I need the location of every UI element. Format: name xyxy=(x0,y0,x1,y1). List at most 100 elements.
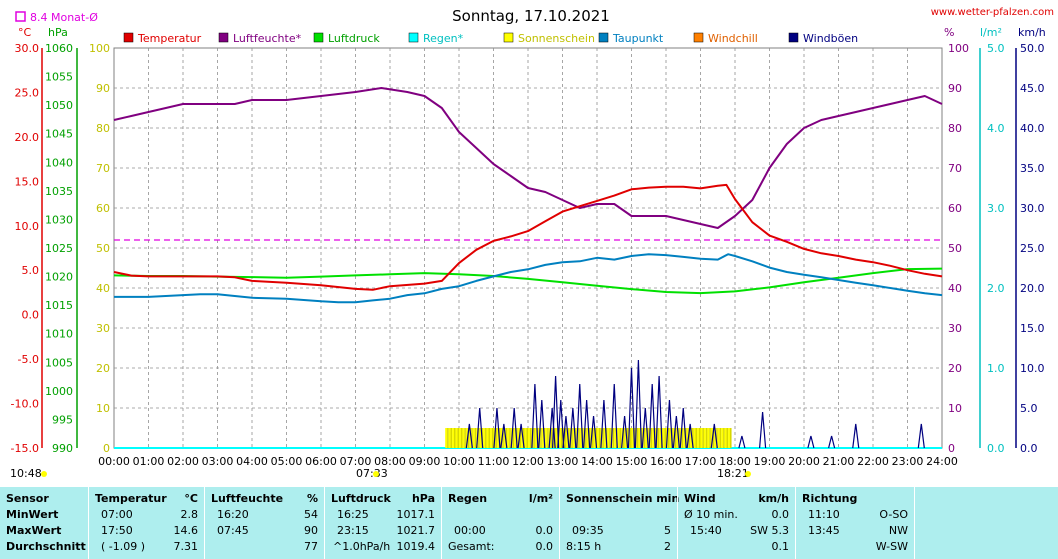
legend-swatch xyxy=(218,32,229,43)
pressure-tick-label: 1015 xyxy=(45,299,73,312)
legend-swatch xyxy=(598,32,609,43)
website-link[interactable]: www.wetter-pfalzen.com xyxy=(931,7,1054,18)
row-label-avg: Durchschnitt xyxy=(6,540,86,553)
sunshine-bar xyxy=(714,428,717,448)
wind-gust-spike xyxy=(672,415,680,449)
pressure-tick-label: 1055 xyxy=(45,71,73,84)
rain-unit-label: l/m² xyxy=(980,26,1002,39)
wind-gust-spike xyxy=(634,359,642,449)
legend-swatch xyxy=(788,32,799,43)
sunshine-bar xyxy=(472,428,475,448)
pressure-tick-label: 1045 xyxy=(45,128,73,141)
sunshine-bar-shade xyxy=(623,428,625,448)
sunshine-bar-shade xyxy=(474,428,477,448)
sunshine-bar xyxy=(697,428,699,448)
sunshine-bar xyxy=(528,428,530,448)
wind-gust-spike xyxy=(583,399,591,449)
sun-tick-label: 30 xyxy=(96,322,110,335)
sunshine-bar xyxy=(724,428,727,448)
sun-tick-label: 0 xyxy=(103,442,110,455)
wind-tick-label: 20.0 xyxy=(1020,282,1045,295)
sunshine-bar-shade xyxy=(678,428,680,448)
wind-gust-spike xyxy=(610,383,618,449)
temp-tick-label: 5.0 xyxy=(22,264,40,277)
rain-total-value: 0.0 xyxy=(535,540,554,553)
sunshine-bar xyxy=(565,428,568,448)
wind-gust-spike xyxy=(576,383,584,449)
sun-tick-label: 50 xyxy=(96,242,110,255)
sunshine-bar xyxy=(586,428,589,448)
legend-label: Windchill xyxy=(708,32,758,45)
sunset-icon xyxy=(745,471,751,477)
sunshine-bar xyxy=(459,428,461,448)
wind-tick-label: 25.0 xyxy=(1020,242,1045,255)
sunshine-bar xyxy=(579,428,582,448)
legend: Temperatur Luftfeuchte* Luftdruck Regen* Son… xyxy=(123,32,858,45)
x-tick-label: 00:00 xyxy=(98,455,130,468)
humidity-tick-label: 20 xyxy=(948,362,962,375)
sunshine-bar xyxy=(662,428,665,448)
sunshine-bar xyxy=(572,428,575,448)
rain-tick-label: 2.0 xyxy=(987,282,1005,295)
sunshine-bar xyxy=(545,428,548,448)
pressure-tick-label: 990 xyxy=(52,442,73,455)
hum-min-time: 16:20 xyxy=(217,508,249,521)
wind-min-label: Ø 10 min. xyxy=(684,508,738,521)
header-pressure-unit: hPa xyxy=(411,492,435,505)
sunshine-bar xyxy=(690,428,693,448)
sunshine-bar-shade xyxy=(512,428,515,448)
sunshine-bar-shade xyxy=(460,428,463,448)
sunshine-bar xyxy=(465,428,468,448)
sunshine-bar xyxy=(559,428,561,448)
daylength-icon xyxy=(41,471,47,477)
sunshine-bar xyxy=(617,428,620,448)
wind-gust-spike xyxy=(569,407,577,449)
sunshine-bar xyxy=(703,428,706,448)
sunrise-time: 07:33 xyxy=(356,467,388,480)
sunshine-bar xyxy=(721,428,724,448)
monthly-avg-label: 8.4 Monat-Ø xyxy=(30,11,98,24)
sunshine-bar-shade xyxy=(585,428,587,448)
wind-tick-label: 0.0 xyxy=(1020,442,1038,455)
wind-gust-spike xyxy=(531,383,539,449)
sunshine-bar xyxy=(683,428,686,448)
col-rain: Regen l/m² 00:00 0.0 Gesamt: 0.0 xyxy=(441,487,559,559)
rain-max-value: 0.0 xyxy=(535,524,554,537)
sun-tick-label: 70 xyxy=(96,162,110,175)
sunshine-bar xyxy=(652,428,655,448)
pressure-tick-label: 1035 xyxy=(45,185,73,198)
sun-tick-label: 40 xyxy=(96,282,110,295)
legend-label: Sonnenschein xyxy=(518,32,595,45)
sunshine-bar xyxy=(486,428,489,448)
sunshine-bar-shade xyxy=(636,428,639,448)
x-tick-label: 13:00 xyxy=(547,455,579,468)
temp-avg-trend: ( -1.09 ) xyxy=(101,540,146,553)
sun-max-time: 09:35 xyxy=(572,524,604,537)
sunshine-bar-shade xyxy=(502,428,504,448)
sunshine-bar xyxy=(496,428,499,448)
sunshine-bar-shade xyxy=(478,428,480,448)
sunshine-bar xyxy=(717,428,720,448)
sunshine-bar xyxy=(624,428,627,448)
temp-max-value: 14.6 xyxy=(173,524,199,537)
sunshine-bar-shade xyxy=(453,428,456,448)
wind-tick-label: 40.0 xyxy=(1020,122,1045,135)
sunshine-bar-shade xyxy=(602,428,604,448)
sunshine-bar-shade xyxy=(619,428,622,448)
temp-tick-label: 30.0 xyxy=(15,42,40,55)
axes: 30.0 25.0 20.0 15.0 10.0 5.0 0.0 -5.0 -10.0 -15.0… xyxy=(11,42,1045,468)
sunshine-bar-shade xyxy=(519,428,522,448)
sunshine-bar xyxy=(614,428,617,448)
rain-tick-label: 1.0 xyxy=(987,362,1005,375)
wind-gust-spike xyxy=(641,407,649,449)
sunshine-bar xyxy=(462,428,465,448)
pressure-tick-label: 1025 xyxy=(45,242,73,255)
x-tick-label: 23:00 xyxy=(892,455,924,468)
sunshine-bar xyxy=(445,428,448,448)
wind-gust-spike xyxy=(917,423,925,449)
sunshine-bar-shade xyxy=(674,428,677,448)
press-min-time: 16:25 xyxy=(337,508,369,521)
temp-tick-label: -15.0 xyxy=(11,442,39,455)
x-tick-label: 22:00 xyxy=(857,455,889,468)
sunshine-bar xyxy=(483,428,486,448)
